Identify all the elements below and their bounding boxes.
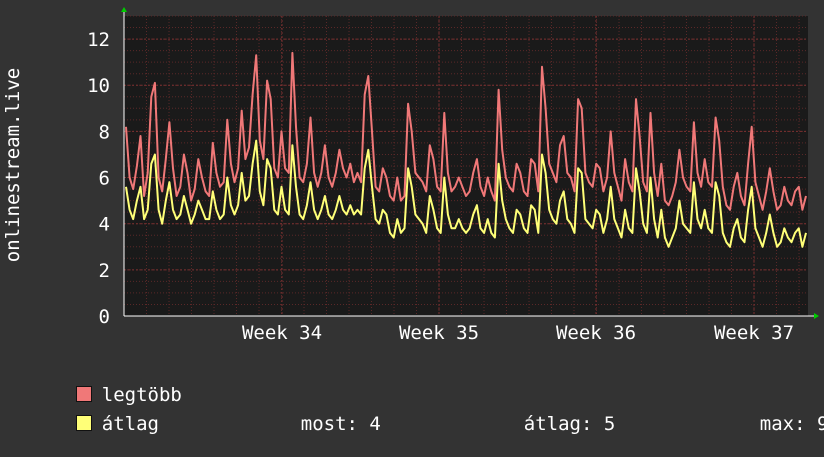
stat-avg-value: 5 — [603, 413, 616, 435]
y-tick-label: 12 — [87, 29, 110, 51]
x-axis-arrow — [814, 313, 819, 319]
chart-container: 0 2 4 6 8 10 12 Week 34 Week 35 Week 36 Week 37 onl… — [2, 7, 824, 435]
stat-max-value: 9 — [816, 413, 824, 435]
legend-item-max: legtöbb — [30, 362, 182, 428]
legend-swatch-max — [75, 386, 92, 402]
stat-now-value: 4 — [369, 413, 381, 435]
line-chart: 0 2 4 6 8 10 12 Week 34 Week 35 Week 36 Week 37 onl… — [2, 7, 819, 344]
y-axis-arrow — [121, 7, 127, 12]
series-line-avg — [125, 139, 807, 248]
y-tick-label: 2 — [99, 260, 110, 282]
series-line-max — [125, 51, 807, 211]
y-tick-label: 4 — [99, 214, 110, 236]
x-tick-label: Week 36 — [556, 322, 636, 344]
x-tick-label: Week 37 — [714, 322, 794, 344]
stat-now: most: 4 — [255, 391, 381, 457]
stat-now-label: most: — [300, 413, 358, 435]
stat-max: max: 9 — [714, 391, 824, 457]
y-tick-label: 6 — [99, 168, 110, 190]
stat-avg-label: átlag: — [523, 413, 593, 435]
stat-avg: átlag: 5 — [478, 391, 616, 457]
x-tick-label: Week 35 — [399, 322, 479, 344]
legend-swatch-avg — [75, 415, 92, 431]
legend-item-avg: átlag — [30, 391, 159, 457]
x-tick-label: Week 34 — [242, 322, 322, 344]
stat-max-label: max: — [759, 413, 806, 435]
y-tick-label: 0 — [99, 306, 110, 328]
y-tick-label: 8 — [99, 121, 110, 143]
legend-label-max: legtöbb — [101, 384, 182, 406]
y-axis-label: onlinestream.live — [2, 68, 24, 262]
legend-label-avg: átlag — [101, 413, 159, 435]
y-tick-label: 10 — [87, 75, 110, 97]
